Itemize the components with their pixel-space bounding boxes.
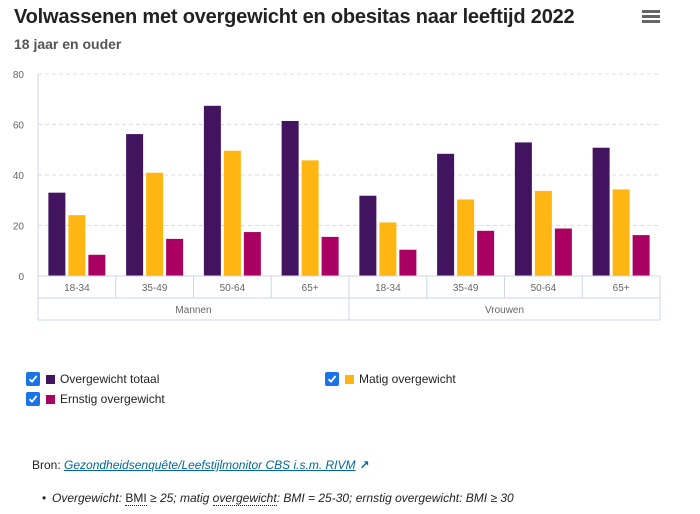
- legend-label: Ernstig overgewicht: [60, 392, 165, 406]
- legend-swatch: [46, 394, 55, 404]
- bar[interactable]: [126, 134, 144, 276]
- x-tick-label: 18-34: [64, 283, 90, 294]
- legend-label: Overgewicht totaal: [60, 372, 160, 386]
- gridlines: [37, 73, 660, 276]
- bar[interactable]: [457, 199, 475, 276]
- y-tick-label: 20: [13, 222, 25, 233]
- bar[interactable]: [554, 228, 572, 276]
- group-label: Mannen: [175, 305, 211, 316]
- x-tick-label: 65+: [613, 283, 630, 294]
- y-tick-label: 60: [13, 121, 25, 132]
- bars: [48, 105, 650, 276]
- legend-item-ernstig-overgewicht[interactable]: Ernstig overgewicht: [26, 392, 165, 406]
- group-label: Vrouwen: [485, 305, 524, 316]
- bar[interactable]: [534, 190, 552, 276]
- x-axis: 18-34 35-49 50-64 65+ 18-34 35-49 50-64 65+ Mann…: [37, 275, 661, 321]
- bar[interactable]: [379, 222, 397, 276]
- note-text: Overgewicht:: [52, 491, 126, 505]
- legend-item-matig-overgewicht[interactable]: Matig overgewicht: [325, 372, 456, 386]
- checkbox-checked-icon[interactable]: [26, 392, 40, 406]
- source-link[interactable]: Gezondheidsenquête/Leefstijlmonitor CBS …: [64, 458, 356, 472]
- legend-label: Matig overgewicht: [359, 372, 456, 386]
- y-axis-ticks: 0 20 40 60 80: [13, 70, 25, 283]
- y-tick-label: 40: [13, 171, 25, 182]
- bar[interactable]: [203, 105, 221, 276]
- bar[interactable]: [243, 232, 261, 276]
- legend: Overgewicht totaal Matig overgewicht Ern…: [26, 372, 686, 412]
- legend-swatch: [345, 374, 354, 384]
- note-text: ≥ 25; matig: [146, 491, 213, 505]
- bar[interactable]: [477, 230, 495, 276]
- bar[interactable]: [612, 189, 630, 276]
- bar[interactable]: [88, 254, 106, 276]
- y-tick-label: 80: [13, 70, 25, 81]
- hamburger-menu-icon[interactable]: [642, 10, 660, 26]
- term-bmi[interactable]: BMI: [125, 491, 147, 506]
- bar[interactable]: [301, 160, 319, 276]
- note-text: : BMI = 25-30; ernstig overgewicht: BMI …: [276, 491, 514, 505]
- bar[interactable]: [399, 249, 417, 276]
- external-link-arrow-icon[interactable]: ↗: [359, 458, 370, 472]
- x-tick-label: 65+: [302, 283, 319, 294]
- bar[interactable]: [166, 238, 184, 276]
- bullet: •: [42, 491, 47, 505]
- bar[interactable]: [632, 235, 650, 276]
- x-tick-label: 35-49: [453, 283, 479, 294]
- chart-subtitle: 18 jaar en ouder: [14, 36, 122, 52]
- bar[interactable]: [48, 192, 66, 276]
- bar[interactable]: [514, 142, 532, 276]
- x-tick-label: 35-49: [142, 283, 168, 294]
- term-overgewicht[interactable]: overgewicht: [212, 491, 277, 506]
- bmi-footnote: • Overgewicht: BMI ≥ 25; matig overgewic…: [42, 491, 514, 506]
- y-tick-label: 0: [18, 272, 24, 283]
- legend-item-overgewicht-totaal[interactable]: Overgewicht totaal: [26, 372, 159, 386]
- chart-title: Volwassenen met overgewicht en obesitas …: [14, 6, 575, 28]
- bar[interactable]: [68, 215, 86, 276]
- bar[interactable]: [281, 120, 299, 276]
- bar[interactable]: [592, 147, 610, 276]
- checkbox-checked-icon[interactable]: [325, 372, 339, 386]
- x-tick-label: 50-64: [220, 283, 246, 294]
- bar[interactable]: [223, 150, 241, 276]
- x-tick-label: 50-64: [531, 283, 557, 294]
- bar[interactable]: [146, 172, 164, 276]
- source-line: Bron: Gezondheidsenquête/Leefstijlmonito…: [32, 458, 370, 472]
- bar-chart: 0 20 40 60 80 18-34 35-49 50-64 65+ 18-34 35-49 50…: [13, 70, 661, 321]
- bar[interactable]: [321, 236, 339, 276]
- checkbox-checked-icon[interactable]: [26, 372, 40, 386]
- bar[interactable]: [437, 153, 455, 276]
- x-tick-label: 18-34: [375, 283, 401, 294]
- legend-swatch: [46, 374, 55, 384]
- source-prefix: Bron:: [32, 458, 65, 472]
- bar[interactable]: [359, 195, 377, 276]
